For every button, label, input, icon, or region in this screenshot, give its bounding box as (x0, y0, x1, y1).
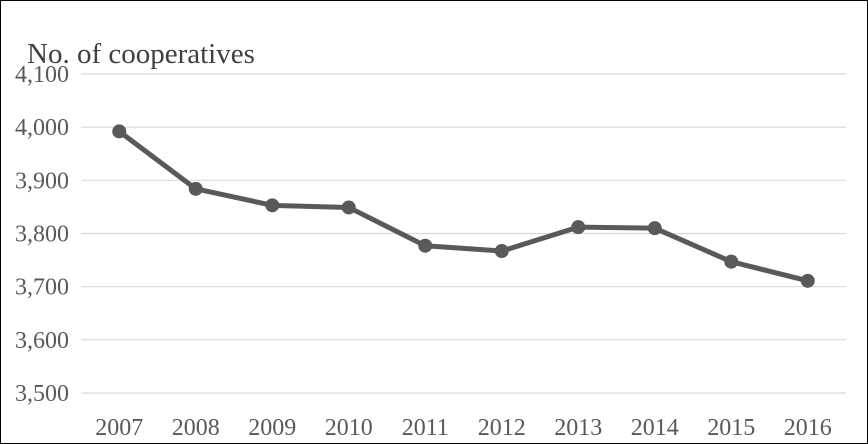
y-axis-tick-labels: 3,500 3,600 3,700 3,800 3,900 4,000 4,100 (15, 62, 69, 407)
y-tick-label: 4,100 (15, 62, 69, 88)
y-tick-label: 3,700 (15, 275, 69, 301)
y-tick-label: 3,600 (15, 328, 69, 354)
x-tick-label: 2009 (248, 415, 296, 441)
x-tick-label: 2010 (325, 415, 373, 441)
data-point (647, 221, 662, 236)
y-tick-label: 4,000 (15, 115, 69, 141)
y-tick-label: 3,800 (15, 222, 69, 248)
y-tick-label: 3,500 (15, 381, 69, 407)
x-tick-label: 2007 (95, 415, 143, 441)
data-point (418, 238, 433, 253)
x-tick-label: 2013 (554, 415, 602, 441)
y-tick-label: 3,900 (15, 168, 69, 194)
y-axis-label: No. of cooperatives (27, 38, 255, 70)
series-line (116, 128, 811, 284)
data-point (265, 198, 280, 213)
series (112, 124, 815, 288)
x-tick-label: 2012 (478, 415, 526, 441)
x-tick-label: 2016 (784, 415, 832, 441)
x-tick-label: 2015 (707, 415, 755, 441)
data-point (724, 254, 739, 269)
data-point (571, 220, 586, 235)
x-axis-tick-labels: 2007 2008 2009 2010 2011 2012 2013 2014 2015 2016 (95, 415, 832, 441)
x-tick-label: 2008 (172, 415, 220, 441)
data-point (188, 181, 203, 196)
data-point (800, 273, 815, 288)
x-tick-label: 2014 (631, 415, 679, 441)
x-tick-label: 2011 (402, 415, 449, 441)
data-point (494, 244, 509, 259)
data-point (112, 124, 127, 139)
gridlines (81, 73, 846, 394)
data-point (341, 200, 356, 215)
